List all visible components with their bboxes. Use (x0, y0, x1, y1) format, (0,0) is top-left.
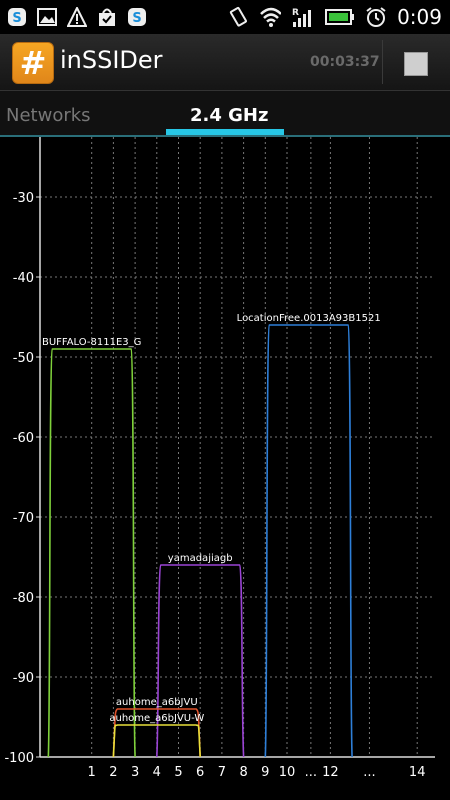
x-tick-label: 9 (261, 765, 269, 780)
roaming-mark: R (292, 8, 299, 18)
x-tick-label: 2 (109, 765, 117, 780)
tab-indicator (166, 129, 284, 135)
app-title: inSSIDer (60, 46, 163, 74)
y-tick-label: -70 (13, 511, 34, 526)
roaming-signal-icon: R (291, 6, 315, 28)
network-ssid-label: auhome_a6bJVU (116, 697, 198, 708)
x-tick-label: 4 (153, 765, 161, 780)
x-tick-label: 6 (196, 765, 204, 780)
shopping-bag-icon (96, 6, 118, 28)
x-tick-label: 12 (322, 765, 339, 780)
x-tick-label: 14 (409, 765, 426, 780)
x-tick-label: 1 (88, 765, 96, 780)
image-icon (36, 6, 58, 28)
y-tick-label: -50 (13, 351, 34, 366)
status-bar: S S R 0:09 (0, 0, 450, 34)
app-hash-icon[interactable]: # (12, 42, 54, 84)
y-tick-label: -60 (13, 431, 34, 446)
x-tick-label: ... (305, 765, 317, 780)
network-ssid-label: LocationFree.0013A93B1521 (237, 313, 381, 324)
network-ssid-label: BUFFALO-8111E3_G (42, 337, 141, 348)
network-curve (112, 724, 201, 758)
y-tick-label: -90 (13, 671, 34, 686)
y-tick-label: -30 (13, 191, 34, 206)
y-tick-label: -100 (4, 751, 34, 766)
svg-text:S: S (132, 11, 141, 26)
stop-button[interactable] (404, 52, 428, 76)
x-tick-label: 3 (131, 765, 139, 780)
action-bar: # inSSIDer 00:03:37 (0, 34, 450, 91)
app-icon-glyph: # (20, 46, 47, 80)
svg-text:S: S (12, 11, 21, 26)
tab-networks[interactable]: Networks (6, 105, 91, 126)
network-curve (47, 348, 136, 758)
vibrate-icon (227, 6, 249, 28)
skype-icon: S (6, 6, 28, 28)
skype-icon: S (126, 6, 148, 28)
channel-graph: -30 -40 -50 -60 -70 -80 -90 -100 1 2 3 4 5 6 7 8 9 10... 1… (0, 137, 450, 800)
x-tick-label: 10 (279, 765, 296, 780)
network-ssid-label: yamadajiagb (168, 553, 233, 564)
y-tick-label: -40 (13, 271, 34, 286)
status-time: 0:09 (397, 5, 442, 29)
wifi-icon (259, 6, 282, 28)
alert-icon (66, 6, 88, 28)
action-divider (382, 40, 383, 84)
network-curve (156, 564, 245, 758)
network-ssid-label: auhome_a6bJVU-W (109, 713, 204, 724)
x-tick-label: 7 (218, 765, 226, 780)
battery-icon (325, 6, 355, 28)
alarm-icon (365, 6, 387, 28)
x-tick-label: 5 (174, 765, 182, 780)
x-tick-label: ... (363, 765, 375, 780)
tab-2-4-ghz[interactable]: 2.4 GHz (190, 105, 269, 126)
network-curve (264, 324, 353, 758)
tab-bar: Networks 2.4 GHz (0, 91, 450, 137)
x-tick-label: 8 (239, 765, 247, 780)
elapsed-timer: 00:03:37 (310, 54, 380, 70)
y-tick-label: -80 (13, 591, 34, 606)
